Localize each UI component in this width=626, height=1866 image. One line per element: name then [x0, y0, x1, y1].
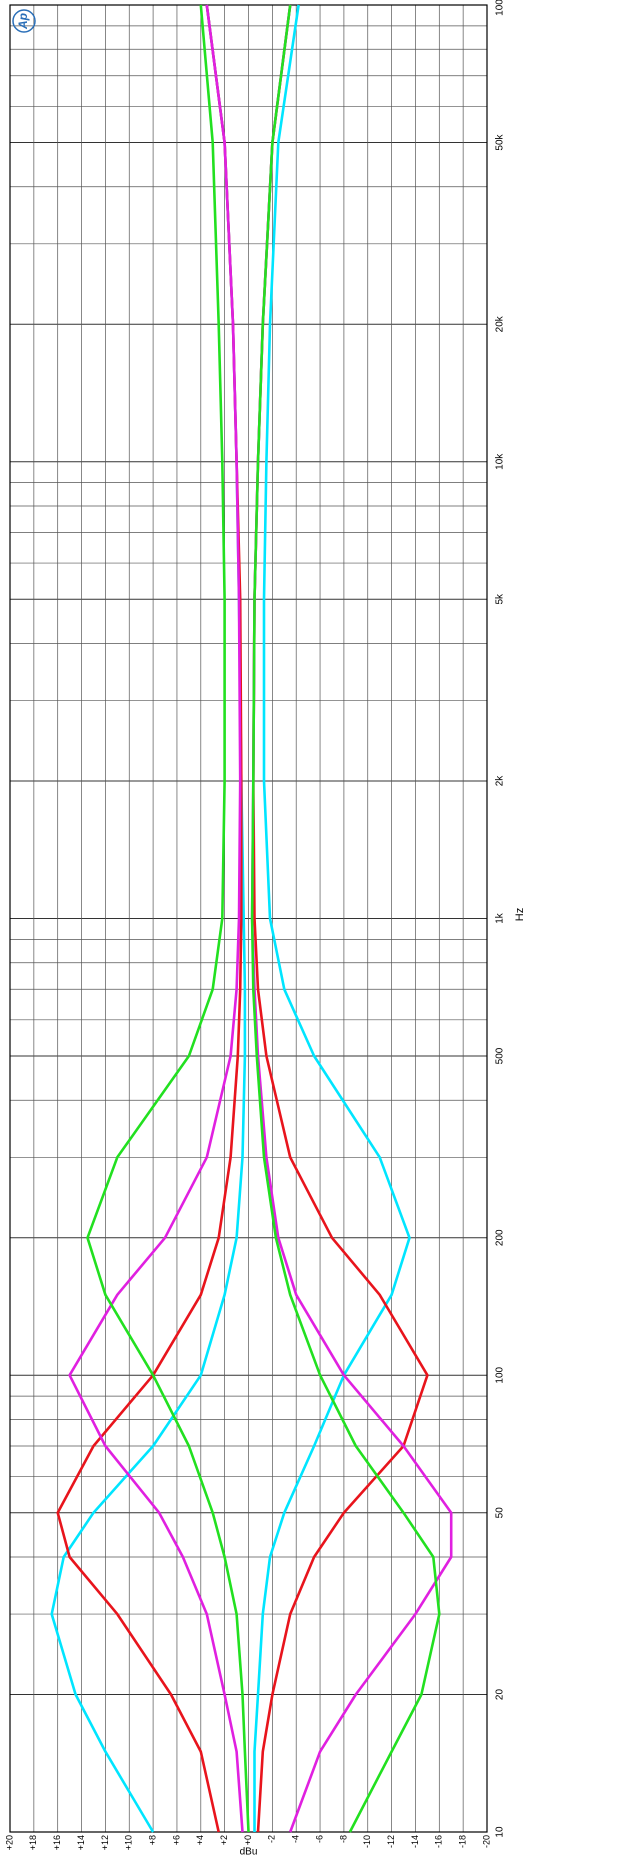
- x-tick-label: 100k: [495, 0, 506, 16]
- x-tick-label: 50k: [495, 133, 506, 150]
- y-tick-label: -8: [338, 1835, 348, 1843]
- y-axis-label: dBu: [240, 1847, 258, 1858]
- logo: Ap: [12, 9, 36, 33]
- y-tick-label: +20: [4, 1835, 14, 1850]
- y-tick-label: -18: [458, 1835, 468, 1848]
- y-tick-label: -6: [314, 1835, 324, 1843]
- x-tick-label: 20: [495, 1689, 506, 1701]
- x-tick-label: 10: [495, 1826, 506, 1838]
- y-tick-label: -20: [481, 1835, 491, 1848]
- y-tick-label: +10: [124, 1835, 134, 1850]
- y-tick-label: -12: [386, 1835, 396, 1848]
- logo-ring: [12, 9, 36, 33]
- x-tick-label: 1k: [495, 912, 506, 924]
- y-tick-label: +2: [219, 1835, 229, 1845]
- x-tick-label: 20k: [495, 315, 506, 332]
- y-tick-label: -14: [410, 1835, 420, 1848]
- x-tick-label: 2k: [495, 775, 506, 787]
- y-tick-label: +4: [195, 1835, 205, 1845]
- y-tick-label: -10: [362, 1835, 372, 1848]
- x-tick-label: 5k: [495, 593, 506, 605]
- x-tick-label: 10k: [495, 453, 506, 470]
- y-tick-label: +8: [147, 1835, 157, 1845]
- y-tick-label: -4: [291, 1835, 301, 1843]
- x-tick-label: 100: [495, 1366, 506, 1383]
- curve: [253, 4, 411, 1832]
- curve: [250, 4, 441, 1833]
- x-tick-label: 200: [495, 1229, 506, 1246]
- y-tick-label: +18: [28, 1835, 38, 1850]
- rotated-plot: 10 20 50 100 200 500 1k 2k 5k 10k 20k 50k 100k +20 +18…: [4, 0, 526, 1858]
- y-tick-label: -2: [267, 1835, 277, 1843]
- y-tick-label: +6: [171, 1835, 181, 1845]
- y-tick-label: +0: [243, 1835, 253, 1845]
- y-tick-label: +12: [100, 1835, 110, 1850]
- curve: [86, 4, 250, 1833]
- logo-text: Ap: [16, 13, 30, 30]
- y-tick-label: +14: [76, 1835, 86, 1850]
- x-axis-label: Hz: [514, 908, 526, 921]
- x-tick-label: 500: [495, 1047, 506, 1064]
- y-tick-label: +16: [52, 1835, 62, 1850]
- x-tick-label: 50: [495, 1507, 506, 1519]
- curve: [68, 4, 244, 1833]
- y-tick-label: -16: [434, 1835, 444, 1848]
